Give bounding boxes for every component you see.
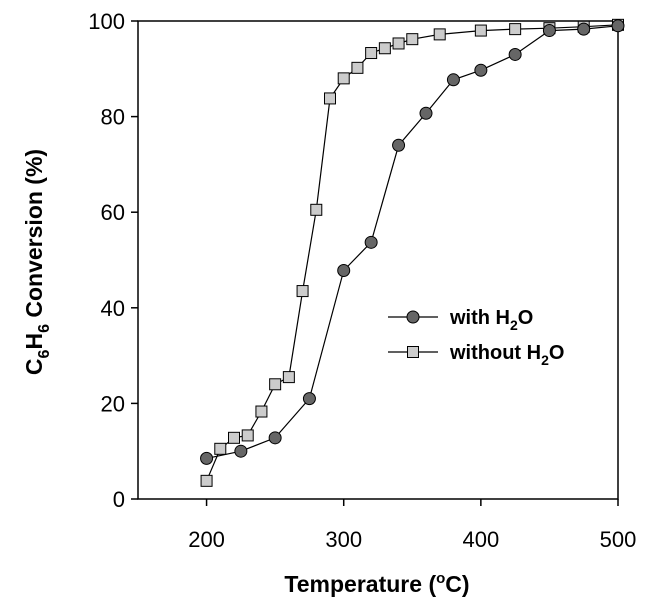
data-point-without-h2o — [269, 378, 282, 391]
data-point-without-h2o — [310, 203, 323, 216]
data-point-with-h2o — [268, 431, 282, 445]
legend: with H2O without H2O — [388, 307, 564, 368]
data-point-without-h2o — [474, 24, 487, 37]
legend-marker-without-h2o — [407, 346, 419, 358]
series-without-h2o — [200, 18, 624, 487]
data-point-with-h2o — [474, 63, 488, 77]
data-point-with-h2o — [508, 47, 522, 61]
data-point-without-h2o — [406, 33, 419, 46]
data-point-without-h2o — [241, 429, 254, 442]
series — [200, 18, 625, 487]
data-point-with-h2o — [611, 19, 625, 33]
data-point-with-h2o — [446, 73, 460, 87]
legend-label-with-h2o: with H2O — [449, 307, 533, 333]
x-axis-title: Temperature (oC) — [284, 570, 469, 597]
x-tick-label: 200 — [188, 527, 225, 552]
data-point-without-h2o — [214, 442, 227, 455]
data-point-with-h2o — [302, 392, 316, 406]
y-tick-label: 100 — [88, 9, 125, 34]
series-line-with-h2o — [206, 25, 619, 459]
data-point-with-h2o — [234, 444, 248, 458]
data-point-with-h2o — [200, 451, 214, 465]
plot-frame — [137, 20, 619, 500]
y-tick-label: 60 — [101, 200, 125, 225]
data-point-without-h2o — [282, 371, 295, 384]
x-tick-label: 400 — [462, 527, 499, 552]
y-tick-label: 20 — [101, 391, 125, 416]
ticks: 0 20 40 60 80 100 200 300 400 500 — [88, 9, 636, 552]
series-with-h2o — [200, 19, 625, 465]
data-point-with-h2o — [419, 106, 433, 120]
x-tick-label: 500 — [600, 527, 637, 552]
data-point-with-h2o — [337, 264, 351, 278]
y-tick-label: 0 — [113, 487, 125, 512]
data-point-with-h2o — [542, 24, 556, 38]
data-point-without-h2o — [433, 28, 446, 41]
y-tick-label: 40 — [101, 296, 125, 321]
data-point-without-h2o — [255, 405, 268, 418]
data-point-without-h2o — [337, 72, 350, 85]
data-point-without-h2o — [392, 37, 405, 50]
data-point-without-h2o — [324, 92, 336, 105]
y-axis-title: C6H6 Conversion (%) — [21, 149, 53, 375]
legend-marker-with-h2o — [406, 310, 420, 324]
series-line-without-h2o — [206, 24, 619, 482]
data-point-without-h2o — [200, 474, 213, 487]
data-point-without-h2o — [296, 285, 309, 298]
data-point-without-h2o — [351, 61, 364, 74]
axes — [137, 20, 619, 500]
x-tick-label: 300 — [325, 527, 362, 552]
data-point-with-h2o — [392, 138, 406, 152]
data-point-without-h2o — [365, 47, 378, 60]
data-point-without-h2o — [228, 431, 240, 444]
y-tick-label: 80 — [101, 105, 125, 130]
data-point-with-h2o — [364, 235, 378, 249]
data-point-with-h2o — [577, 22, 591, 36]
data-point-without-h2o — [378, 42, 391, 55]
legend-label-without-h2o: without H2O — [449, 342, 564, 368]
data-point-without-h2o — [509, 23, 522, 36]
